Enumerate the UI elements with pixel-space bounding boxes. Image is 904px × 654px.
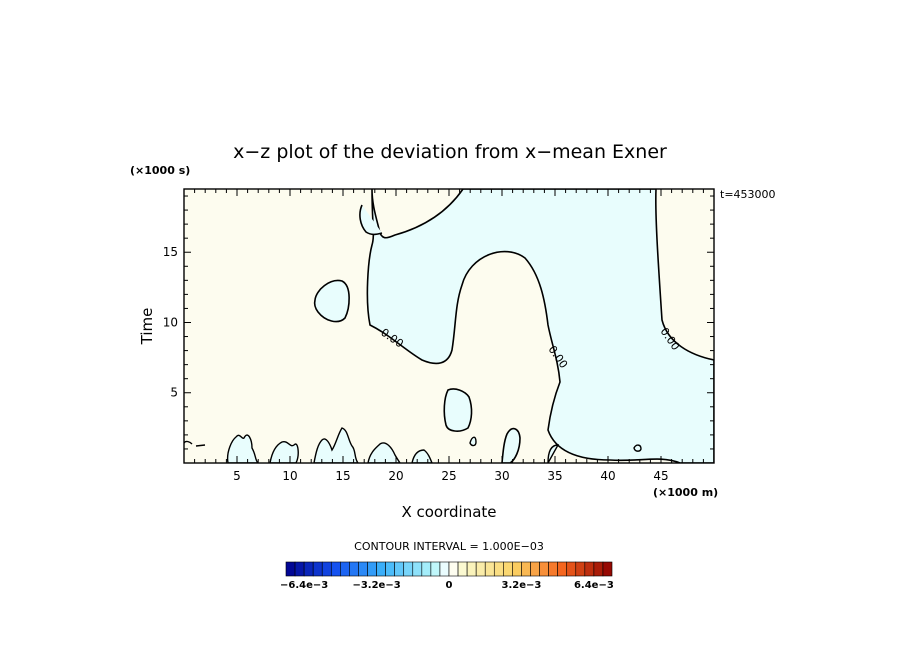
- colorbar-cell: [340, 561, 350, 577]
- colorbar-cell: [349, 561, 359, 577]
- colorbar-tick-label: 3.2e−3: [502, 580, 542, 591]
- colorbar: [285, 561, 613, 577]
- x-tick-label: 40: [600, 469, 615, 483]
- y-axis-label: Time: [138, 308, 156, 346]
- colorbar-tick-label: −6.4e−3: [280, 580, 328, 591]
- contour-island-26km: [443, 388, 473, 432]
- contour-loop-top: [359, 204, 383, 236]
- colorbar-cell: [602, 561, 613, 577]
- y-tick-label: 5: [170, 386, 178, 400]
- colorbar-cell: [557, 561, 568, 577]
- colorbar-cell: [358, 561, 368, 577]
- colorbar-cell: [584, 561, 595, 577]
- time-stamp: t=453000: [720, 188, 776, 201]
- colorbar-cell: [457, 561, 468, 577]
- colorbar-cell: [539, 561, 549, 577]
- colorbar-cell: [294, 561, 305, 577]
- x-unit-label: (×1000 m): [653, 486, 718, 499]
- colorbar-cell: [403, 561, 414, 577]
- colorbar-cell: [493, 561, 504, 577]
- colorbar-cell: [548, 561, 558, 577]
- colorbar-cell: [285, 561, 296, 577]
- colorbar-cell: [512, 561, 522, 577]
- colorbar-tick-label: 0: [446, 580, 453, 591]
- colorbar-cell: [530, 561, 540, 577]
- colorbar-cell: [312, 561, 323, 577]
- colorbar-cell: [412, 561, 423, 577]
- y-tick-label: 15: [163, 245, 178, 259]
- colorbar-cell: [475, 561, 486, 577]
- x-tick-label: 35: [547, 469, 562, 483]
- x-tick-label: 20: [388, 469, 403, 483]
- colorbar-cell: [303, 561, 314, 577]
- x-axis: 5 10 15 20 25 30 35 40 45: [194, 189, 704, 483]
- colorbar-cell: [421, 561, 432, 577]
- contour-interval: CONTOUR INTERVAL = 1.000E−03: [354, 540, 544, 553]
- colorbar-cell: [448, 561, 459, 577]
- colorbar-cell: [439, 561, 450, 577]
- colorbar-tick-label: 6.4e−3: [574, 580, 614, 591]
- colorbar-cell: [367, 561, 377, 577]
- colorbar-cell: [521, 561, 531, 577]
- x-tick-label: 25: [441, 469, 456, 483]
- colorbar-cell: [321, 561, 332, 577]
- y-tick-label: 10: [163, 315, 178, 329]
- colorbar-cell: [466, 561, 477, 577]
- colorbar-tick-label: −3.2e−3: [352, 580, 400, 591]
- contour-island-31km: [501, 427, 521, 463]
- colorbar-cell: [376, 561, 386, 577]
- colorbar-cell: [330, 561, 341, 577]
- x-tick-label: 5: [233, 469, 241, 483]
- colorbar-cell: [575, 561, 586, 577]
- negative-region-main: [366, 189, 714, 463]
- chart-title: x−z plot of the deviation from x−mean Ex…: [233, 141, 667, 163]
- colorbar-cell: [484, 561, 495, 577]
- colorbar-cell: [503, 561, 513, 577]
- colorbar-cell: [566, 561, 577, 577]
- colorbar-cell: [385, 561, 395, 577]
- x-tick-label: 15: [335, 469, 350, 483]
- colorbar-cell: [430, 561, 441, 577]
- contour-bottom-wiggles: [226, 427, 642, 463]
- x-tick-label: 30: [494, 469, 509, 483]
- x-tick-label: 45: [653, 469, 668, 483]
- plot-area: 0.00 0.00 0.00: [183, 188, 715, 464]
- x-tick-label: 10: [282, 469, 297, 483]
- contour-island-14km: [313, 279, 350, 323]
- colorbar-cell: [593, 561, 604, 577]
- colorbar-labels: −6.4e−3 −3.2e−3 0 3.2e−3 6.4e−3: [280, 580, 614, 591]
- y-axis: 5 10 15: [163, 195, 714, 450]
- colorbar-cell: [394, 561, 405, 577]
- y-unit-label: (×1000 s): [130, 164, 190, 177]
- x-axis-label: X coordinate: [401, 503, 496, 521]
